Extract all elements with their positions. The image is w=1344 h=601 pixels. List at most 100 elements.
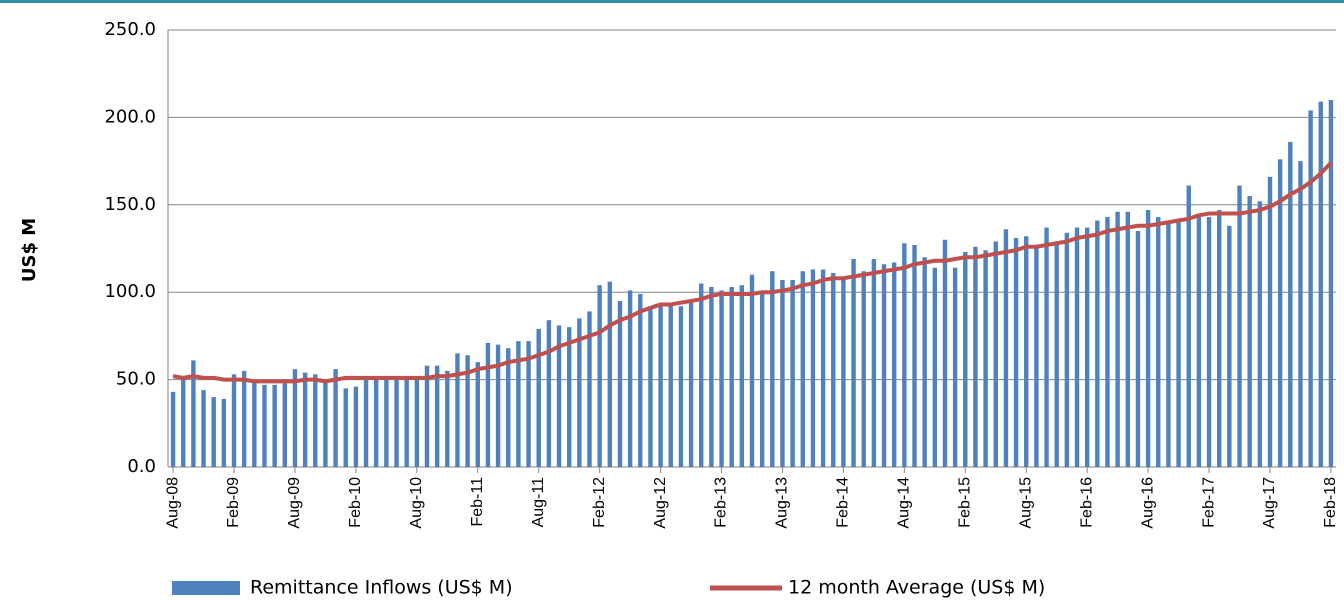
bar [1115,211,1120,467]
y-tick-label: 100.0 [104,281,156,302]
bar [729,286,734,467]
x-tick-label: Feb-14 [835,477,852,528]
x-tick-label: Feb-16 [1078,477,1095,528]
bar [820,269,826,467]
bar [1176,218,1181,467]
bar [485,342,491,467]
bar [1298,161,1303,467]
x-tick-label: Feb-10 [347,477,364,528]
bar [719,290,724,467]
bar [831,272,836,467]
bar [648,307,653,467]
bar [577,318,582,467]
bar [343,388,348,467]
bar [526,341,531,467]
bar [597,285,602,467]
legend-label: Remittance Inflows (US$ M) [250,577,513,599]
bar [1227,225,1232,467]
bar [556,325,562,467]
bar [1064,232,1070,467]
bar [191,360,196,467]
legend-label: 12 month Average (US$ M) [788,577,1045,599]
bar [252,381,257,467]
bar [709,286,714,467]
bar [181,379,186,467]
bar [445,370,450,467]
bar [1105,217,1110,467]
bar [688,300,694,467]
bar [241,370,247,467]
bar [1044,227,1049,467]
y-tick-label: 150.0 [104,194,156,215]
bar [394,376,399,467]
bar [1034,245,1039,467]
y-tick-label: 50.0 [116,369,156,390]
bar [658,304,663,467]
bar [282,383,287,467]
legend-swatch [172,581,240,595]
bar [506,348,511,467]
bar [973,246,978,467]
bar [668,304,673,467]
x-tick-label: Aug-10 [408,477,425,529]
bar [475,362,480,467]
bar [1186,185,1191,467]
x-tick-label: Feb-15 [957,477,974,528]
bar [1217,210,1222,467]
bar [566,327,572,467]
bar [1288,141,1293,467]
bar [861,271,866,467]
bar [1247,196,1252,467]
bar [678,306,684,467]
x-tick-label: Aug-14 [896,477,913,529]
bar [759,293,765,467]
x-tick-label: Feb-13 [713,477,730,528]
x-tick-label: Aug-11 [530,477,547,528]
bar [211,397,216,467]
bar [891,262,897,467]
bar [1095,220,1100,467]
bar [871,258,877,467]
y-axis-title: US$ M [19,218,40,282]
bar [1257,201,1263,467]
y-tick-label: 0.0 [127,456,156,477]
bar [323,379,328,467]
x-tick-label: Feb-18 [1322,477,1339,528]
x-tick-label: Aug-13 [774,477,791,529]
bar [851,258,856,467]
bar [770,271,775,467]
y-tick-label: 250.0 [104,19,156,40]
x-tick-label: Aug-16 [1139,477,1156,529]
line [172,161,1333,384]
bar [699,283,704,467]
bar [495,344,501,467]
bar [404,377,409,467]
bar [1328,99,1334,468]
bar [881,264,887,467]
bar [1166,220,1171,467]
bar [1013,238,1019,467]
bar [1206,217,1212,467]
bar [963,251,968,467]
bar [638,293,643,467]
top-border [0,0,1344,3]
bar [841,279,846,467]
x-tick-label: Aug-17 [1261,477,1278,529]
bar [170,391,176,467]
bar [414,379,420,467]
x-tick-label: Feb-11 [469,477,486,527]
bar [932,267,938,467]
bar [607,281,613,467]
bar [1308,110,1313,468]
bar [221,398,227,467]
bar [302,372,308,467]
bar [465,355,470,467]
bar [942,239,948,467]
bar [333,369,338,467]
bar [231,374,237,467]
bar [455,353,460,467]
bar [374,376,379,467]
bar [1156,217,1161,467]
x-tick-label: Aug-09 [286,477,303,529]
bar [1196,217,1202,467]
